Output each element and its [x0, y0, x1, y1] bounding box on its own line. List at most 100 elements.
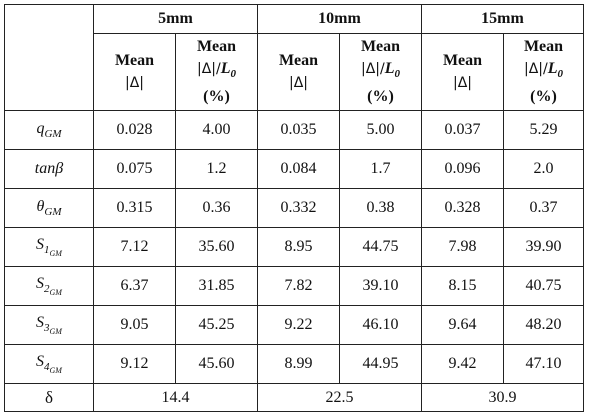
row-label-subsubscript: GM	[49, 249, 62, 258]
table-cell: 0.332	[257, 188, 340, 228]
table-cell: 7.98	[421, 227, 504, 267]
table-cell: 0.035	[257, 110, 340, 150]
table-row: qGM 0.028 4.00 0.035 5.00 0.037 5.29	[4, 110, 584, 150]
L-symbol: L	[547, 60, 558, 78]
table-cell: 9.42	[421, 344, 504, 384]
ratio-label: |Δ|/L0	[523, 60, 563, 80]
mean-label: Mean	[523, 38, 564, 56]
table-row: S4GM 9.12 45.60 8.99 44.95 9.42 47.10	[4, 344, 584, 384]
row-label-symbol: q	[36, 120, 45, 137]
row-label: S1GM	[4, 227, 94, 267]
table-cell: 0.38	[339, 188, 422, 228]
row-label-symbol: S	[36, 353, 45, 370]
table-cell: 0.075	[93, 149, 176, 189]
subheader-mean-ratio-percent: Mean |Δ|/L0 (%)	[339, 33, 422, 111]
row-label: tanβ	[4, 149, 94, 189]
table-cell: 0.084	[257, 149, 340, 189]
abs-delta-label: |Δ|	[288, 75, 308, 91]
table-cell: 35.60	[175, 227, 258, 267]
percent-label: (%)	[203, 87, 230, 105]
row-label: S3GM	[4, 305, 94, 345]
table-cell: 40.75	[503, 266, 584, 306]
row-label-subsubscript: GM	[49, 327, 62, 336]
mean-label: Mean	[196, 38, 237, 56]
row-label-subsubscript: GM	[49, 366, 62, 375]
group-header-15mm: 15mm	[421, 4, 584, 34]
table-cell: 4.00	[175, 110, 258, 150]
subheader-mean-ratio-percent: Mean |Δ|/L0 (%)	[503, 33, 584, 111]
abs-delta-over-label: |Δ|/	[360, 61, 385, 78]
table-row: tanβ 0.075 1.2 0.084 1.7 0.096 2.0	[4, 149, 584, 189]
table-cell: 5.00	[339, 110, 422, 150]
row-label: qGM	[4, 110, 94, 150]
table-cell: 7.12	[93, 227, 176, 267]
table-cell: 44.95	[339, 344, 422, 384]
table-cell: 9.05	[93, 305, 176, 345]
percent-label: (%)	[367, 87, 394, 105]
table-cell: 9.12	[93, 344, 176, 384]
table-cell: 7.82	[257, 266, 340, 306]
table-cell: 39.90	[503, 227, 584, 267]
L-symbol: L	[384, 60, 395, 78]
table-cell: 0.096	[421, 149, 504, 189]
row-label-symbol: θ	[36, 198, 45, 215]
table-cell: 0.028	[93, 110, 176, 150]
subheader-mean-ratio-percent: Mean |Δ|/L0 (%)	[175, 33, 258, 111]
delta-row-label: δ	[4, 383, 94, 412]
row-label: θGM	[4, 188, 94, 228]
table-cell: 8.95	[257, 227, 340, 267]
table-row: S1GM 7.12 35.60 8.95 44.75 7.98 39.90	[4, 227, 584, 267]
table-cell: 6.37	[93, 266, 176, 306]
table-cell: 5.29	[503, 110, 584, 150]
table-cell: 48.20	[503, 305, 584, 345]
row-label-subscript: GM	[44, 206, 62, 218]
mean-label: Mean	[360, 38, 401, 56]
table-cell: 0.328	[421, 188, 504, 228]
ratio-label: |Δ|/L0	[196, 60, 236, 80]
table-cell: 0.36	[175, 188, 258, 228]
L-subscript: 0	[230, 68, 237, 81]
L-subscript: 0	[557, 68, 564, 81]
table-cell: 9.22	[257, 305, 340, 345]
table-cell: 1.7	[339, 149, 422, 189]
mean-label: Mean	[114, 52, 155, 69]
abs-delta-over-label: |Δ|/	[196, 61, 221, 78]
row-label: S2GM	[4, 266, 94, 306]
table-cell: 8.99	[257, 344, 340, 384]
delta-cell: 14.4	[93, 383, 258, 412]
row-label-symbol: S	[36, 314, 45, 331]
table-row: θGM 0.315 0.36 0.332 0.38 0.328 0.37	[4, 188, 584, 228]
row-label-subscript: 1	[44, 244, 50, 256]
table-cell: 45.25	[175, 305, 258, 345]
results-table: 5mm 10mm 15mm Mean |Δ| Mean |Δ|/L0 (%) Mean |Δ…	[4, 4, 584, 412]
subheader-mean-abs-delta: Mean |Δ|	[257, 33, 340, 111]
table-row: S3GM 9.05 45.25 9.22 46.10 9.64 48.20	[4, 305, 584, 345]
row-label-subscript: GM	[44, 128, 62, 140]
delta-cell: 22.5	[257, 383, 422, 412]
mean-label: Mean	[278, 52, 319, 69]
row-label-symbol: S	[36, 275, 45, 292]
row-label-symbol: S	[36, 236, 45, 253]
row-label-subscript: 4	[44, 361, 50, 373]
row-label: S4GM	[4, 344, 94, 384]
L-symbol: L	[220, 60, 231, 78]
table-cell: 2.0	[503, 149, 584, 189]
delta-row: δ 14.4 22.5 30.9	[4, 383, 584, 412]
row-label-symbol: tanβ	[34, 160, 64, 177]
ratio-label: |Δ|/L0	[360, 60, 400, 80]
L-subscript: 0	[394, 68, 401, 81]
header-corner-cell	[4, 4, 94, 111]
group-header-10mm: 10mm	[257, 4, 422, 34]
abs-delta-label: |Δ|	[452, 75, 472, 91]
row-label-subsubscript: GM	[49, 288, 62, 297]
percent-label: (%)	[530, 87, 557, 105]
table-cell: 0.37	[503, 188, 584, 228]
table-cell: 31.85	[175, 266, 258, 306]
subheader-mean-abs-delta: Mean |Δ|	[421, 33, 504, 111]
abs-delta-label: |Δ|	[124, 75, 144, 91]
abs-delta-over-label: |Δ|/	[523, 61, 548, 78]
group-header-5mm: 5mm	[93, 4, 258, 34]
table-cell: 0.315	[93, 188, 176, 228]
table-cell: 44.75	[339, 227, 422, 267]
table-cell: 45.60	[175, 344, 258, 384]
